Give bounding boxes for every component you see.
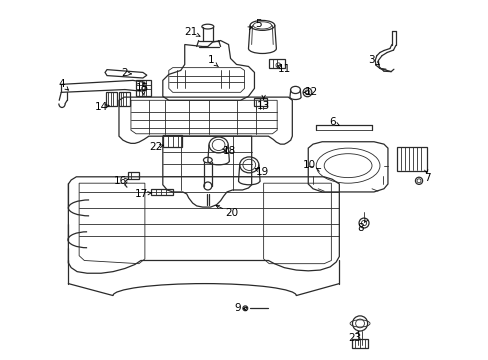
Text: 10: 10 [303, 160, 316, 170]
Bar [254, 98, 266, 106]
Bar [269, 59, 285, 68]
Bar [128, 172, 139, 179]
Text: 19: 19 [255, 167, 268, 177]
Text: 1: 1 [207, 55, 214, 66]
Text: 18: 18 [222, 146, 236, 156]
Bar [136, 80, 151, 95]
Text: 16: 16 [113, 176, 126, 186]
Bar [105, 92, 117, 106]
Text: 8: 8 [357, 223, 364, 233]
Text: 9: 9 [234, 302, 240, 312]
Bar [151, 189, 172, 195]
Bar [396, 147, 426, 171]
Text: 17: 17 [135, 189, 148, 199]
Text: 13: 13 [257, 101, 270, 111]
Text: 2: 2 [121, 68, 127, 78]
Bar [163, 135, 182, 147]
Text: 4: 4 [59, 79, 65, 89]
Text: 6: 6 [328, 117, 335, 127]
Text: 21: 21 [183, 27, 197, 37]
Bar [351, 339, 367, 348]
Text: 22: 22 [149, 142, 163, 152]
Text: 20: 20 [225, 208, 238, 218]
Text: 23: 23 [348, 333, 361, 343]
Text: 15: 15 [136, 84, 149, 93]
Text: 14: 14 [95, 103, 108, 112]
Bar [119, 92, 129, 106]
Text: 3: 3 [367, 55, 374, 65]
Text: 11: 11 [277, 64, 290, 74]
Text: 12: 12 [304, 87, 317, 97]
Text: 7: 7 [424, 174, 430, 183]
Text: 5: 5 [255, 19, 261, 29]
